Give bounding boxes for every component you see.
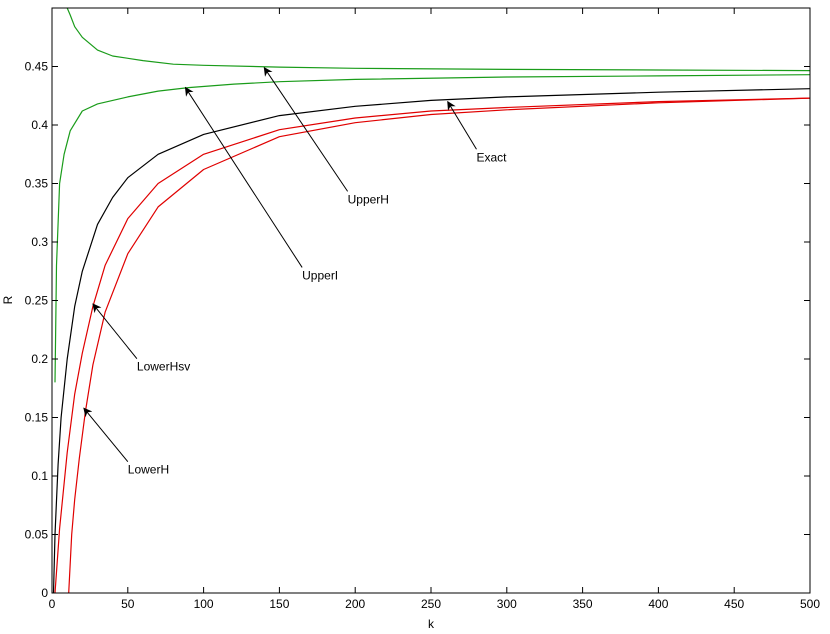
axis-layer: 0 50 100 150 200 250 300 350 400 450 500 0 0.05 0.1 0.… — [25, 8, 820, 611]
y-axis-label: R — [1, 295, 15, 304]
x-tick-label: 0 — [49, 597, 56, 611]
annotation-label-upperi: UpperI — [302, 268, 338, 282]
plot-area — [52, 8, 810, 593]
annotation-label-lowerh: LowerH — [128, 463, 169, 477]
y-tick-label: 0.25 — [25, 294, 49, 308]
x-tick-label: 150 — [269, 597, 289, 611]
y-tick-label: 0.45 — [25, 60, 49, 74]
series-line-upperi — [54, 74, 810, 383]
annotation-label-exact: Exact — [476, 150, 507, 164]
series-line-exact — [52, 88, 810, 593]
x-tick-label: 500 — [800, 597, 820, 611]
annotation-arrow-upperi — [184, 86, 303, 268]
y-tick-label: 0.2 — [31, 352, 48, 366]
x-tick-label: 400 — [648, 597, 668, 611]
series-line-upperh — [66, 8, 810, 72]
annotation-label-lowerhsv: LowerHsv — [137, 360, 190, 374]
y-tick-label: 0.4 — [31, 118, 48, 132]
plot-frame — [51, 7, 811, 594]
series-layer — [52, 8, 810, 593]
series-line-lowerhsv — [54, 97, 810, 593]
x-tick-label: 200 — [345, 597, 365, 611]
y-tick-label: 0.3 — [31, 235, 48, 249]
series-line-lowerh — [68, 97, 810, 593]
annotation-arrow-exact — [447, 100, 477, 150]
x-tick-label: 450 — [724, 597, 744, 611]
y-tick-label: 0.05 — [25, 528, 49, 542]
x-tick-label: 250 — [421, 597, 441, 611]
x-tick-label: 300 — [497, 597, 517, 611]
y-tick-label: 0.1 — [31, 469, 48, 483]
annotation-label-upperh: UpperH — [348, 192, 389, 206]
annotation-arrow-lowerhsv — [92, 303, 138, 360]
x-tick-label: 100 — [194, 597, 214, 611]
x-tick-label: 350 — [573, 597, 593, 611]
y-tick-label: 0.15 — [25, 411, 49, 425]
annotation-arrow-lowerh — [83, 407, 129, 462]
x-axis-label: k — [428, 617, 435, 631]
x-tick-label: 50 — [121, 597, 135, 611]
annotation-layer: UpperH UpperI Exact LowerHsv LowerH — [83, 66, 507, 477]
y-tick-label: 0.35 — [25, 177, 49, 191]
y-tick-label: 0 — [41, 586, 48, 600]
annotation-arrow-upperh — [263, 66, 349, 192]
